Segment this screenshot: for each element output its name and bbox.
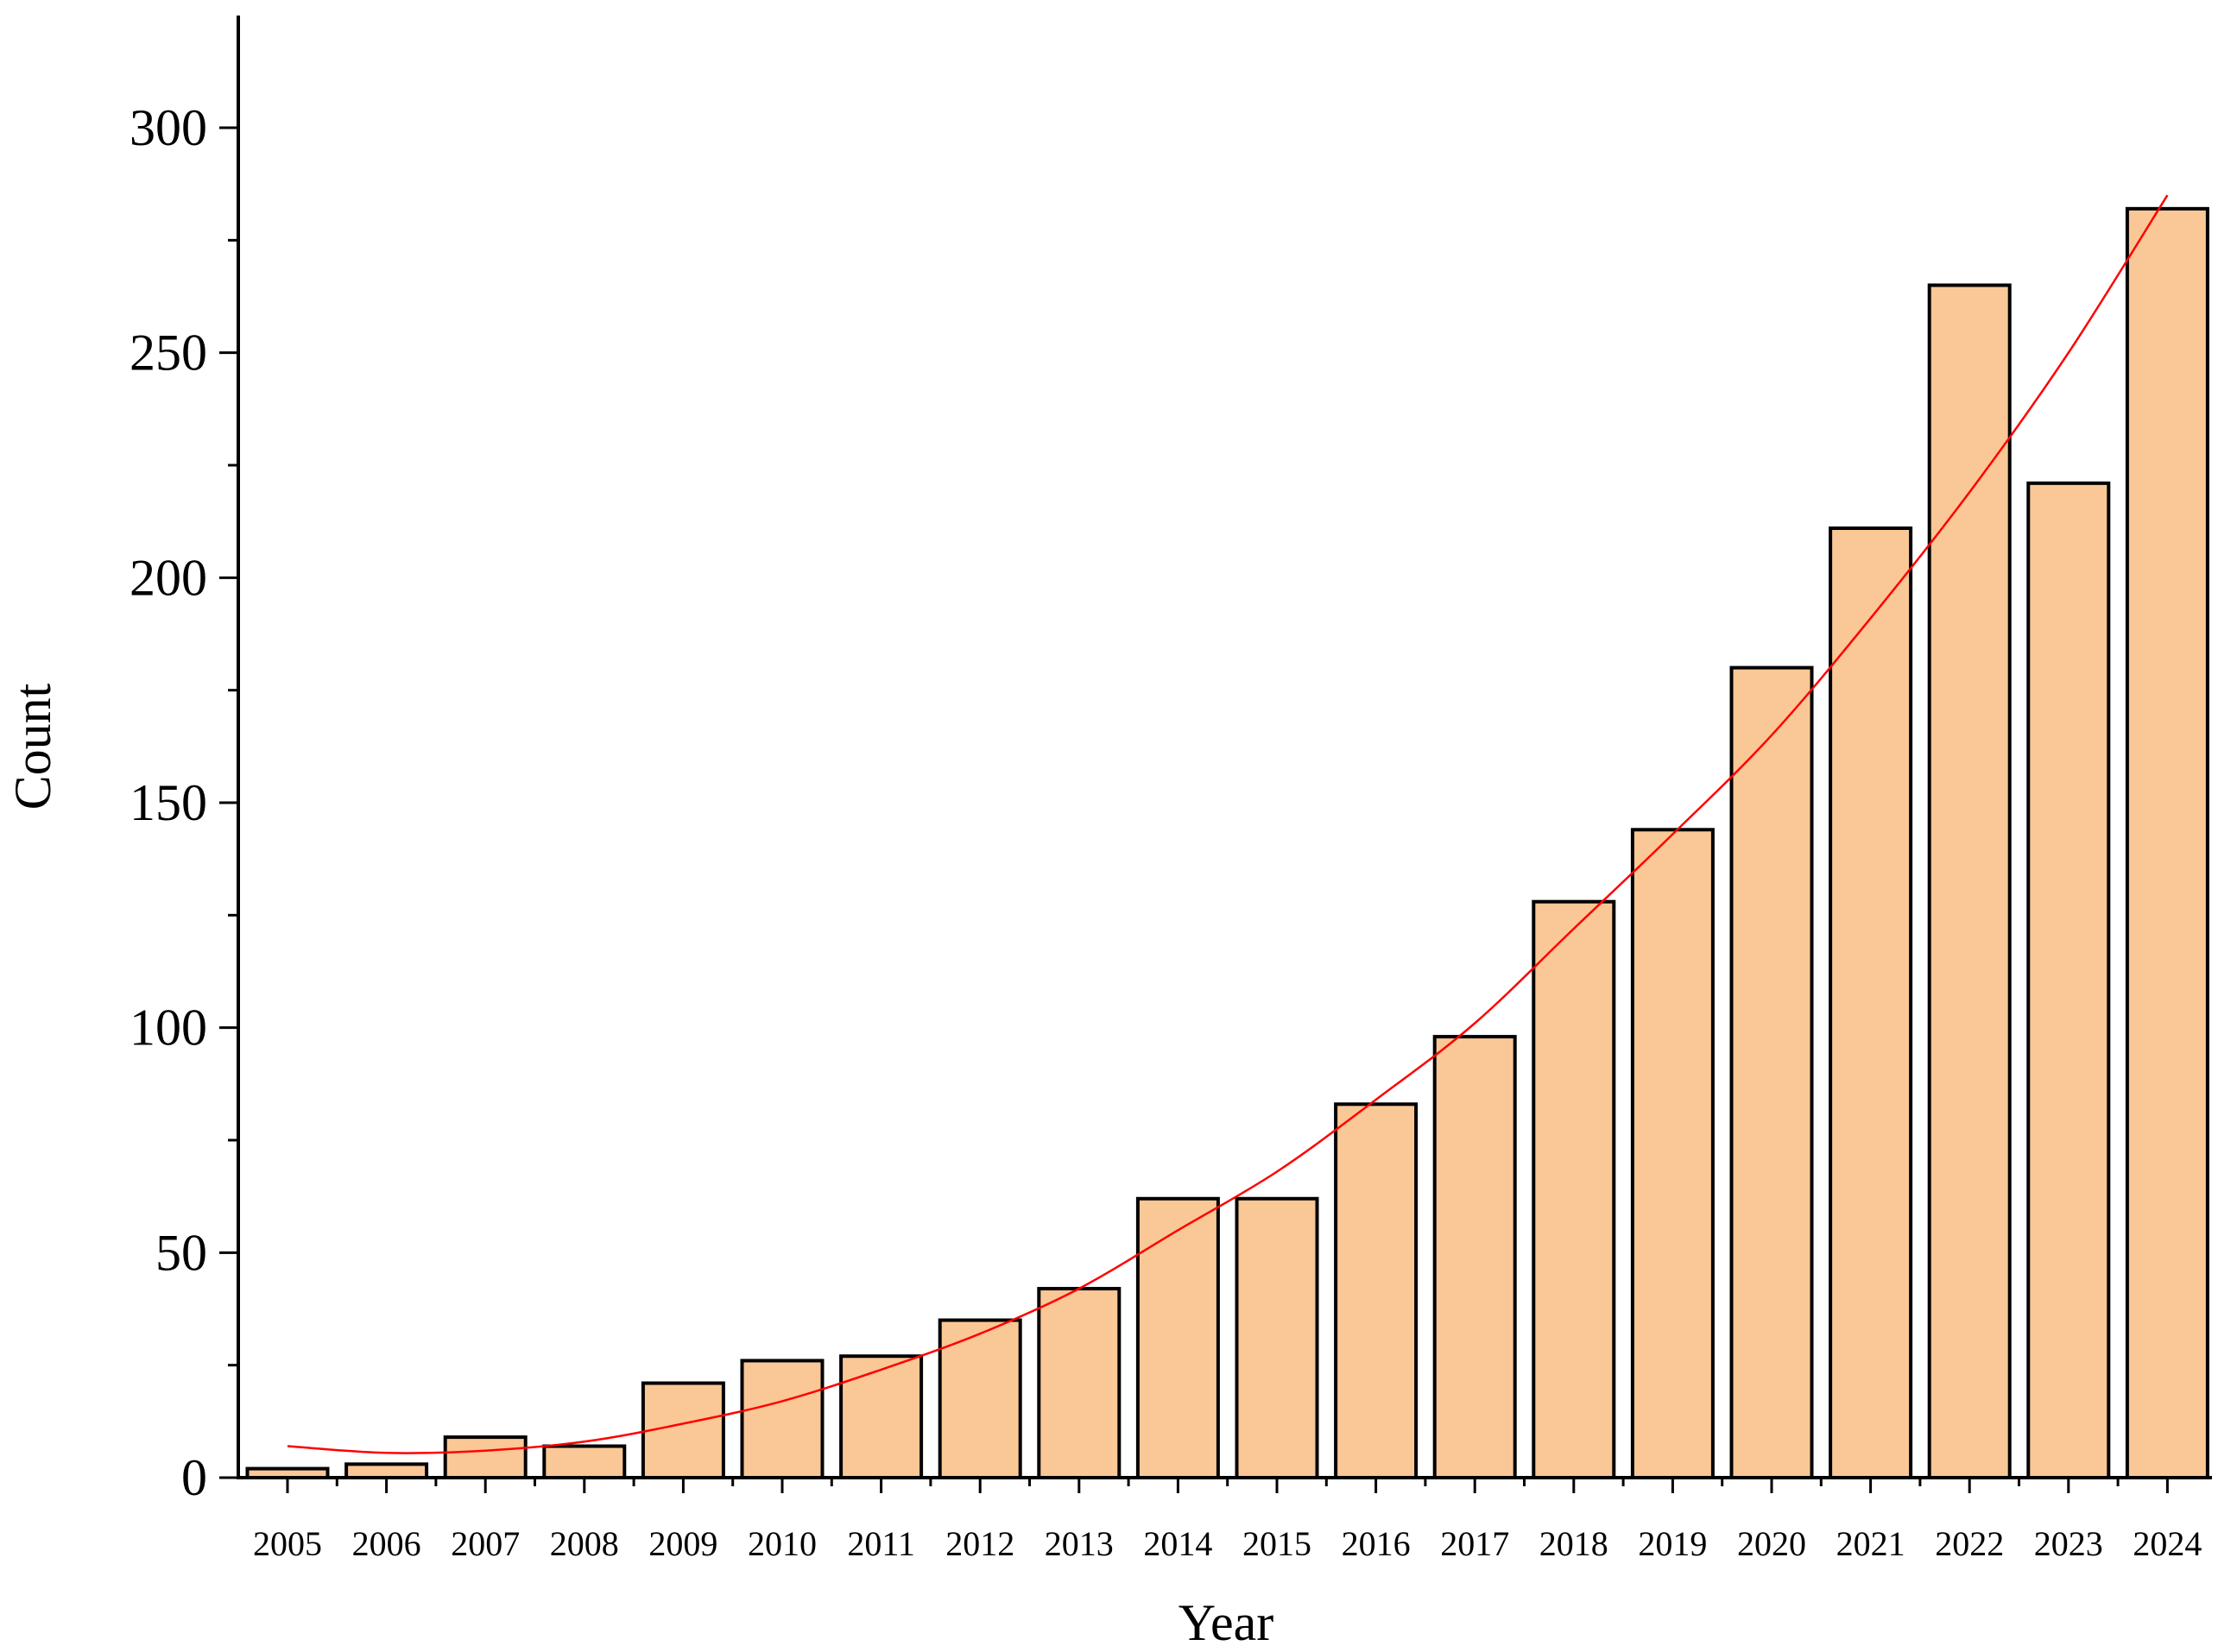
y-tick-label: 250 [130, 325, 207, 381]
bar-2019 [1630, 828, 1715, 1479]
y-tick-label: 100 [130, 999, 207, 1056]
bar-2008 [542, 1444, 627, 1480]
x-tick-label: 2024 [2133, 1524, 2202, 1563]
trend-line [287, 194, 2169, 1454]
bar-2012 [938, 1318, 1022, 1479]
bar-2022 [1927, 283, 2012, 1479]
bar-2006 [344, 1462, 429, 1479]
x-tick-label: 2016 [1342, 1524, 1411, 1563]
bar-2018 [1532, 899, 1616, 1479]
x-tick-label: 2013 [1045, 1524, 1114, 1563]
x-tick-label: 2010 [748, 1524, 817, 1563]
bar-2021 [1829, 526, 1913, 1479]
x-tick-label: 2019 [1638, 1524, 1707, 1563]
x-tick-label: 2023 [2034, 1524, 2103, 1563]
x-tick-label: 2006 [352, 1524, 421, 1563]
bar-2005 [245, 1466, 330, 1480]
y-tick-label: 50 [155, 1224, 207, 1281]
x-tick-label: 2015 [1242, 1524, 1311, 1563]
bars [245, 206, 2209, 1480]
x-tick-label: 2020 [1737, 1524, 1806, 1563]
x-tick-label: 2007 [451, 1524, 520, 1563]
x-tick-label: 2009 [648, 1524, 717, 1563]
x-tick-label: 2008 [550, 1524, 619, 1563]
y-axis-title: Count [4, 683, 61, 810]
bar-2007 [443, 1435, 528, 1479]
bar-2011 [839, 1354, 924, 1479]
x-tick-label: 2014 [1143, 1524, 1212, 1563]
x-tick-label: 2012 [945, 1524, 1014, 1563]
bar-2013 [1037, 1287, 1122, 1480]
bar-2017 [1432, 1035, 1517, 1480]
x-axis-title: Year [1179, 1594, 1274, 1651]
x-tick-label: 2011 [847, 1524, 915, 1563]
x-tick-label: 2021 [1836, 1524, 1905, 1563]
y-tick-label: 200 [130, 549, 207, 606]
bar-2010 [740, 1359, 825, 1480]
y-tick-label: 300 [130, 99, 207, 156]
bar-2020 [1729, 665, 1814, 1479]
bar-2014 [1135, 1196, 1220, 1479]
bar-2009 [641, 1381, 725, 1480]
bar-2016 [1334, 1102, 1419, 1479]
bar-2024 [2125, 206, 2209, 1480]
x-axis: 2005 2006 2007 2008 2009 2010 2011 2012 2013 2014… [237, 1476, 2212, 1563]
x-tick-label: 2022 [1935, 1524, 2004, 1563]
bar-2015 [1235, 1196, 1319, 1479]
y-tick-label: 0 [181, 1449, 207, 1506]
x-tick-label: 2018 [1539, 1524, 1608, 1563]
y-axis: 0 50 100 150 200 250 300 [130, 16, 240, 1506]
y-tick-label: 150 [130, 774, 207, 831]
x-tick-label: 2005 [253, 1524, 322, 1563]
bar-2023 [2026, 481, 2111, 1479]
x-tick-label: 2017 [1440, 1524, 1509, 1563]
